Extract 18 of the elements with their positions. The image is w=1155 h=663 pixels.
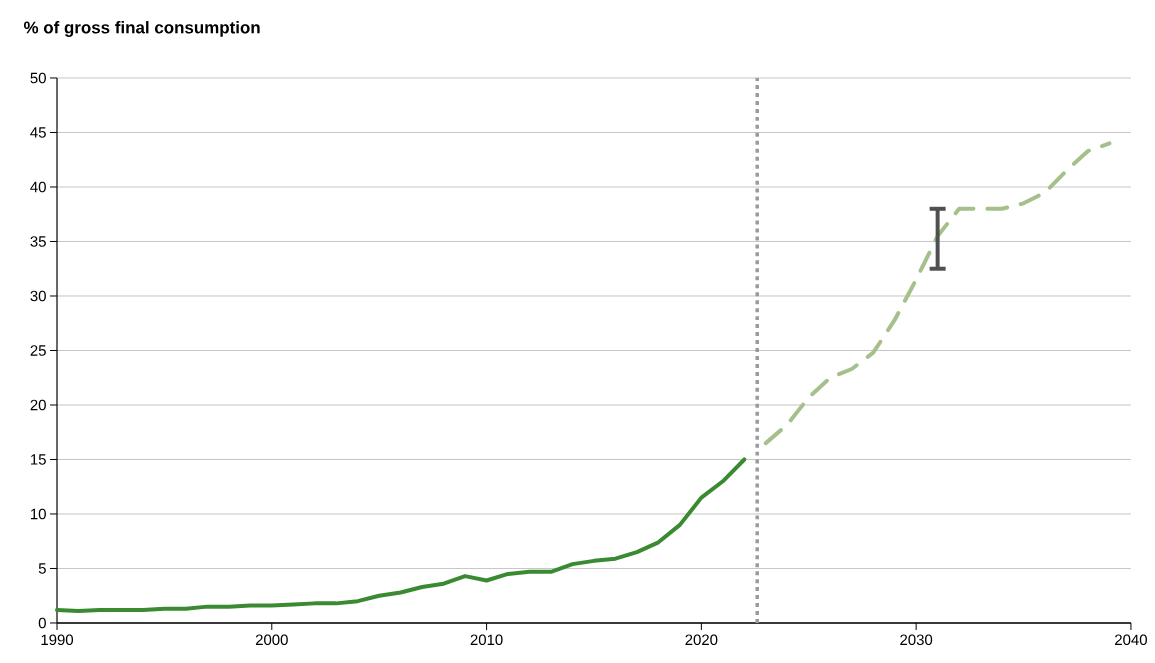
x-tick-label: 1990 (41, 634, 74, 646)
y-tick-label: 10 (31, 508, 46, 520)
x-tick-label: 2030 (900, 634, 933, 646)
x-tick-label: 2000 (255, 634, 288, 646)
x-tick-label: 2040 (1115, 634, 1147, 646)
y-tick-label: 25 (30, 345, 46, 356)
y-tick-label: 30 (30, 290, 46, 302)
y-tick-label: 35 (30, 236, 46, 247)
y-tick-label: 5 (38, 563, 46, 574)
y-tick-label: 20 (30, 399, 46, 411)
y-tick-label: 45 (30, 127, 46, 138)
x-tick-label: 2010 (470, 634, 503, 646)
y-tick-label: 50 (30, 72, 46, 84)
y-axis-title: % of gross final consumption (23, 21, 260, 37)
y-tick-label: 40 (30, 181, 46, 193)
y-tick-label: 15 (31, 454, 46, 465)
x-tick-label: 2020 (685, 634, 718, 646)
y-tick-label: 0 (38, 617, 46, 629)
